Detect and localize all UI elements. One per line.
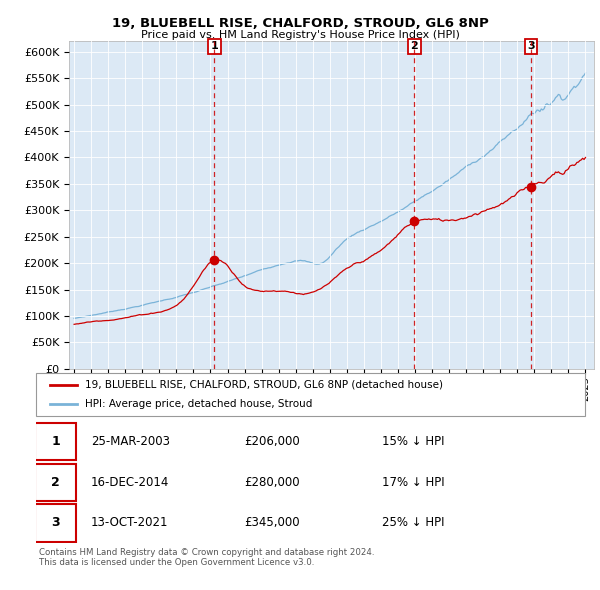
Text: 1: 1	[51, 435, 60, 448]
FancyBboxPatch shape	[35, 504, 76, 542]
Text: £280,000: £280,000	[245, 476, 300, 489]
Text: 13-OCT-2021: 13-OCT-2021	[91, 516, 169, 529]
FancyBboxPatch shape	[35, 422, 76, 460]
Text: 2: 2	[410, 41, 418, 51]
Text: 25-MAR-2003: 25-MAR-2003	[91, 435, 170, 448]
Text: 17% ↓ HPI: 17% ↓ HPI	[382, 476, 445, 489]
Text: £206,000: £206,000	[245, 435, 301, 448]
Text: 25% ↓ HPI: 25% ↓ HPI	[382, 516, 445, 529]
Text: 19, BLUEBELL RISE, CHALFORD, STROUD, GL6 8NP: 19, BLUEBELL RISE, CHALFORD, STROUD, GL6…	[112, 17, 488, 30]
Text: Contains HM Land Registry data © Crown copyright and database right 2024.
This d: Contains HM Land Registry data © Crown c…	[39, 548, 374, 567]
FancyBboxPatch shape	[35, 464, 76, 501]
Text: 15% ↓ HPI: 15% ↓ HPI	[382, 435, 445, 448]
Text: 2: 2	[51, 476, 60, 489]
Text: 16-DEC-2014: 16-DEC-2014	[91, 476, 169, 489]
Text: 3: 3	[527, 41, 535, 51]
Text: 19, BLUEBELL RISE, CHALFORD, STROUD, GL6 8NP (detached house): 19, BLUEBELL RISE, CHALFORD, STROUD, GL6…	[85, 380, 443, 390]
Text: Price paid vs. HM Land Registry's House Price Index (HPI): Price paid vs. HM Land Registry's House …	[140, 30, 460, 40]
Text: 3: 3	[51, 516, 60, 529]
Text: £345,000: £345,000	[245, 516, 300, 529]
FancyBboxPatch shape	[36, 373, 585, 416]
Text: HPI: Average price, detached house, Stroud: HPI: Average price, detached house, Stro…	[85, 399, 313, 409]
Text: 1: 1	[211, 41, 218, 51]
